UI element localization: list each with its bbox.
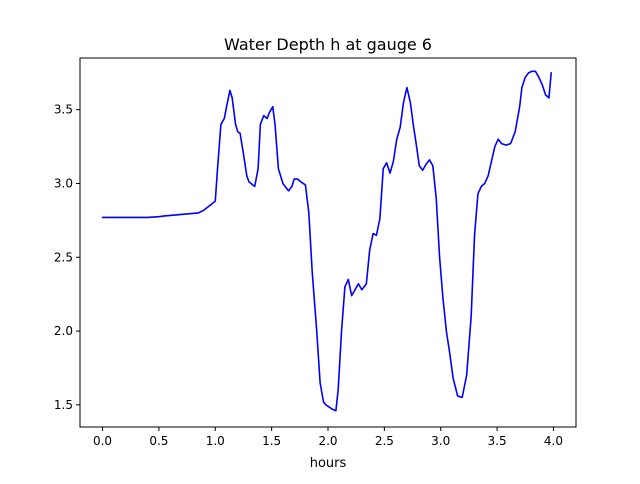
x-tick-label: 0.0 [93, 434, 112, 448]
x-tick-label: 3.0 [431, 434, 450, 448]
y-tick-label: 3.5 [54, 103, 73, 117]
x-axis-label: hours [310, 456, 347, 471]
y-tick-label: 3.0 [54, 176, 73, 190]
x-tick-label: 3.5 [488, 434, 507, 448]
x-tick-label: 0.5 [149, 434, 168, 448]
plot-area [101, 70, 552, 412]
y-axis: 1.5 2.0 2.5 3.0 3.5 [54, 103, 80, 412]
series-line-0 [101, 70, 552, 412]
x-tick-label: 1.0 [206, 434, 225, 448]
y-tick-label: 2.0 [54, 324, 73, 338]
chart-title: Water Depth h at gauge 6 [224, 35, 432, 54]
y-tick-label: 2.5 [54, 250, 73, 264]
y-tick-label: 1.5 [54, 398, 73, 412]
x-tick-label: 4.0 [544, 434, 563, 448]
x-tick-label: 2.0 [318, 434, 337, 448]
x-axis: 0.0 0.5 1.0 1.5 2.0 2.5 3.0 3.5 4.0 [93, 427, 563, 448]
x-tick-label: 2.5 [375, 434, 394, 448]
x-tick-label: 1.5 [262, 434, 281, 448]
